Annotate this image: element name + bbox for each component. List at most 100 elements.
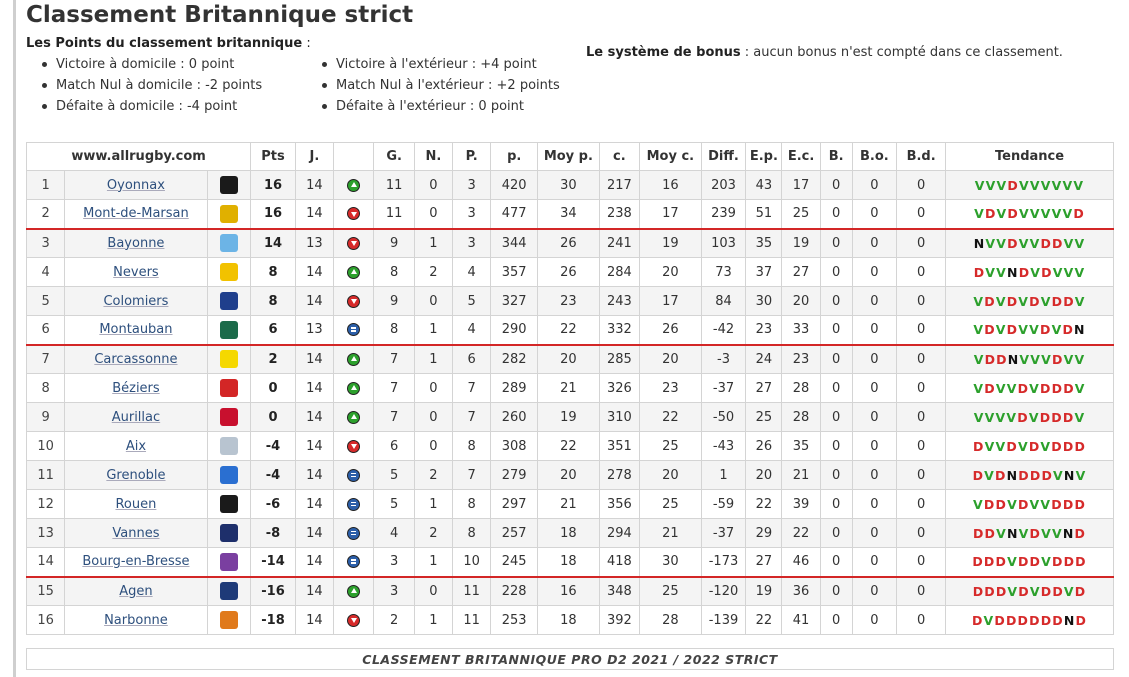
team-logo-icon: [219, 408, 238, 426]
team-link[interactable]: Oyonnax: [106, 177, 165, 193]
team-cell[interactable]: Aurillac: [64, 402, 208, 432]
form-result: V: [996, 206, 1008, 222]
form-cell: VDVVDVDDDV: [945, 373, 1114, 403]
team-link[interactable]: Agen: [119, 583, 153, 599]
form-result: N: [1006, 467, 1019, 483]
n-cell: 1: [413, 547, 454, 577]
form-result: D: [1017, 409, 1029, 425]
form-result: D: [1041, 467, 1054, 483]
b-cell: 0: [819, 518, 853, 548]
form-result: D: [1062, 438, 1075, 454]
g-cell: 5: [373, 489, 415, 519]
col-header: Moy c.: [639, 142, 702, 171]
ep-cell: 19: [745, 575, 783, 606]
arrow-down-icon: [347, 294, 361, 308]
form-result: D: [1029, 612, 1041, 628]
ep-cell: 37: [745, 257, 783, 287]
form-result: V: [1074, 235, 1086, 251]
pf-cell: 344: [490, 227, 539, 258]
team-link[interactable]: Bourg-en-Bresse: [82, 554, 190, 570]
team-cell[interactable]: Béziers: [64, 373, 208, 403]
team-link[interactable]: Rouen: [115, 496, 157, 512]
rank-cell: 15: [25, 575, 66, 606]
team-cell[interactable]: Mont-de-Marsan: [64, 199, 208, 229]
team-cell[interactable]: Montauban: [64, 315, 208, 345]
col-header: p.: [490, 142, 539, 171]
pf-cell: 327: [490, 286, 539, 316]
team-link[interactable]: Béziers: [112, 380, 160, 396]
team-logo-icon: [219, 204, 238, 223]
bd-cell: 0: [896, 257, 947, 287]
moyc-cell: 25: [639, 489, 702, 519]
rank-cell: 6: [25, 315, 66, 345]
pf-cell: 357: [490, 257, 539, 287]
moyc-cell: 25: [639, 431, 702, 461]
form-result: V: [1062, 206, 1074, 222]
form-result: V: [1075, 467, 1087, 483]
team-link[interactable]: Mont-de-Marsan: [83, 206, 189, 222]
moyp-cell: 23: [537, 286, 600, 316]
j-cell: 14: [294, 460, 335, 490]
form-result: V: [1007, 583, 1019, 599]
form-result: D: [995, 467, 1007, 483]
pf-cell: 297: [490, 489, 539, 519]
c-cell: 285: [598, 343, 641, 374]
team-logo-icon: [219, 611, 238, 629]
ec-cell: 20: [781, 286, 821, 316]
col-header: E.c.: [781, 142, 821, 171]
team-cell[interactable]: Oyonnax: [64, 170, 208, 200]
team-link[interactable]: Carcassonne: [94, 351, 178, 367]
ep-cell: 51: [745, 199, 783, 229]
team-cell[interactable]: Grenoble: [64, 460, 208, 490]
team-cell[interactable]: Colomiers: [64, 286, 208, 316]
form-result: D: [1052, 583, 1064, 599]
team-logo-cell: [206, 315, 252, 345]
team-link[interactable]: Vannes: [112, 525, 160, 541]
j-cell: 14: [294, 489, 335, 519]
trend-cell: [333, 431, 375, 461]
team-logo-icon: [219, 552, 238, 571]
form-result: V: [1063, 235, 1075, 251]
team-link[interactable]: Montauban: [99, 322, 173, 338]
equal-icon: [347, 497, 361, 511]
team-link[interactable]: Aurillac: [111, 409, 161, 425]
team-cell[interactable]: Agen: [64, 575, 208, 606]
team-cell[interactable]: Narbonne: [64, 605, 208, 635]
form-result: V: [1051, 322, 1063, 338]
form-result: V: [974, 206, 985, 222]
team-link[interactable]: Colomiers: [103, 293, 169, 309]
team-link[interactable]: Grenoble: [106, 467, 166, 483]
team-cell[interactable]: Bourg-en-Bresse: [64, 547, 208, 577]
form-result: D: [983, 496, 996, 512]
n-cell: 1: [413, 343, 454, 374]
form-cell: VVVDVVVVVV: [945, 170, 1114, 200]
pts-cell: -4: [250, 431, 296, 461]
form-result: V: [1028, 409, 1040, 425]
ec-cell: 23: [781, 343, 821, 374]
rank-cell: 7: [25, 343, 66, 374]
p-cell: 11: [452, 575, 492, 606]
team-cell[interactable]: Carcassonne: [64, 343, 208, 374]
team-cell[interactable]: Vannes: [64, 518, 208, 548]
team-cell[interactable]: Nevers: [64, 257, 208, 287]
equal-icon: [347, 323, 361, 337]
ec-cell: 39: [781, 489, 821, 519]
trend-cell: [333, 257, 375, 287]
p-cell: 3: [452, 227, 492, 258]
form-result: V: [1074, 264, 1086, 280]
diff-cell: -3: [700, 343, 747, 374]
team-cell[interactable]: Rouen: [64, 489, 208, 519]
j-cell: 14: [294, 257, 335, 287]
team-cell[interactable]: Bayonne: [64, 227, 208, 258]
team-link[interactable]: Bayonne: [107, 235, 165, 251]
form-result: V: [973, 380, 985, 396]
team-link[interactable]: Narbonne: [104, 612, 168, 628]
form-result: V: [1019, 206, 1030, 222]
rule-item: Match Nul à domicile : -2 points: [38, 75, 262, 96]
moyp-cell: 20: [537, 343, 600, 374]
team-link[interactable]: Aix: [125, 438, 147, 454]
team-link[interactable]: Nevers: [113, 264, 159, 280]
site-link[interactable]: www.allrugby.com: [25, 142, 252, 171]
team-cell[interactable]: Aix: [64, 431, 208, 461]
trend-cell: [333, 286, 375, 316]
